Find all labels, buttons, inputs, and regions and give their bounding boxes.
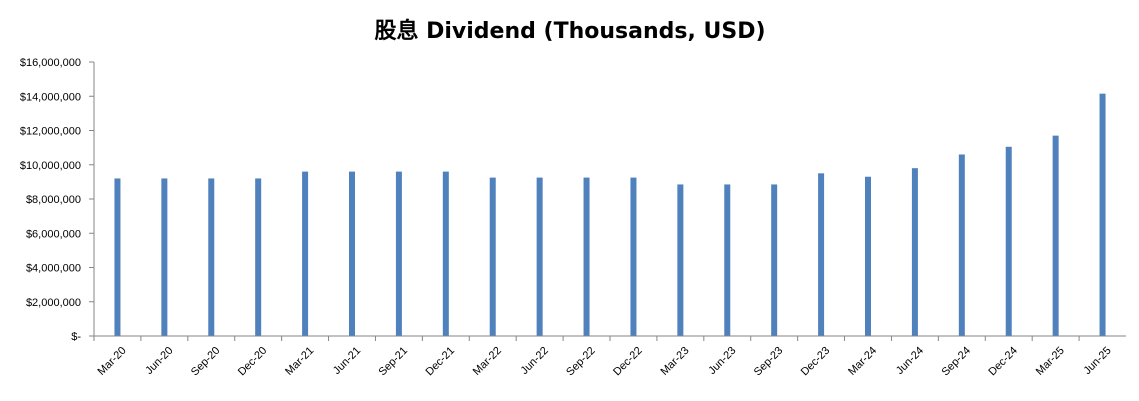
x-tick-label: Mar-21 [283,345,316,378]
bar-mar-21 [302,171,309,336]
x-tick-label: Jun-21 [331,345,363,377]
y-tick-label: $- [71,331,81,343]
x-tick-label: Jun-24 [894,345,926,377]
bar-jun-24 [911,168,918,336]
bar-sep-24 [958,154,965,336]
x-tick-label: Dec-22 [611,345,645,379]
x-tick-label: Mar-24 [846,345,879,378]
chart-title: 股息 Dividend (Thousands, USD) [374,18,765,44]
bar-dec-23 [818,173,825,336]
bar-jun-22 [536,177,543,336]
bar-mar-22 [489,177,496,336]
bar-sep-20 [208,178,215,336]
y-tick-label: $10,000,000 [20,160,81,172]
bar-mar-20 [114,178,121,336]
x-tick-label: Sep-23 [752,345,786,379]
y-tick-label: $12,000,000 [20,126,81,138]
y-tick-label: $8,000,000 [26,194,81,206]
x-tick-label: Dec-24 [986,345,1020,379]
x-tick-label: Mar-25 [1034,345,1067,378]
bar-jun-23 [724,184,731,336]
x-tick-label: Jun-20 [143,345,175,377]
x-tick-label: Dec-23 [799,345,833,379]
y-tick-label: $4,000,000 [26,263,81,275]
y-tick-label: $6,000,000 [26,228,81,240]
x-tick-label: Dec-20 [236,345,270,379]
bar-dec-24 [1005,146,1012,336]
bar-jun-21 [349,171,355,336]
x-tick-label: Mar-22 [471,345,504,378]
bar-jun-25 [1099,93,1106,337]
x-tick-label: Jun-22 [519,345,551,377]
y-tick-label: $2,000,000 [26,297,81,309]
bar-sep-23 [771,184,778,336]
x-tick-label: Mar-23 [658,345,691,378]
bar-mar-23 [677,184,684,336]
bar-sep-22 [583,177,590,336]
y-axis-ticks: $- $2,000,000 $4,000,000 $6,000,000 $8,000,0… [20,57,94,343]
x-tick-label: Sep-22 [564,345,598,379]
x-tick-label: Sep-21 [377,345,411,379]
bar-jun-20 [161,178,168,336]
bar-sep-21 [395,171,402,336]
bar-dec-21 [442,171,449,336]
x-tick-label: Jun-25 [1081,345,1113,377]
bar-series [114,93,1106,337]
x-tick-label: Dec-21 [423,345,457,379]
x-tick-label: Jun-23 [706,345,738,377]
bar-mar-25 [1052,135,1059,336]
x-tick-label: Sep-24 [939,345,973,379]
x-tick-label: Mar-20 [96,345,129,378]
y-tick-label: $14,000,000 [20,91,81,103]
y-tick-label: $16,000,000 [20,57,81,69]
x-axis-ticks: Mar-20 Jun-20 Sep-20 Dec-20 Mar-21 Jun-21 Sep-… [93,336,1114,379]
bar-dec-20 [255,178,262,336]
bar-mar-24 [865,176,871,336]
x-tick-label: Sep-20 [189,345,223,379]
bar-dec-22 [630,177,637,336]
